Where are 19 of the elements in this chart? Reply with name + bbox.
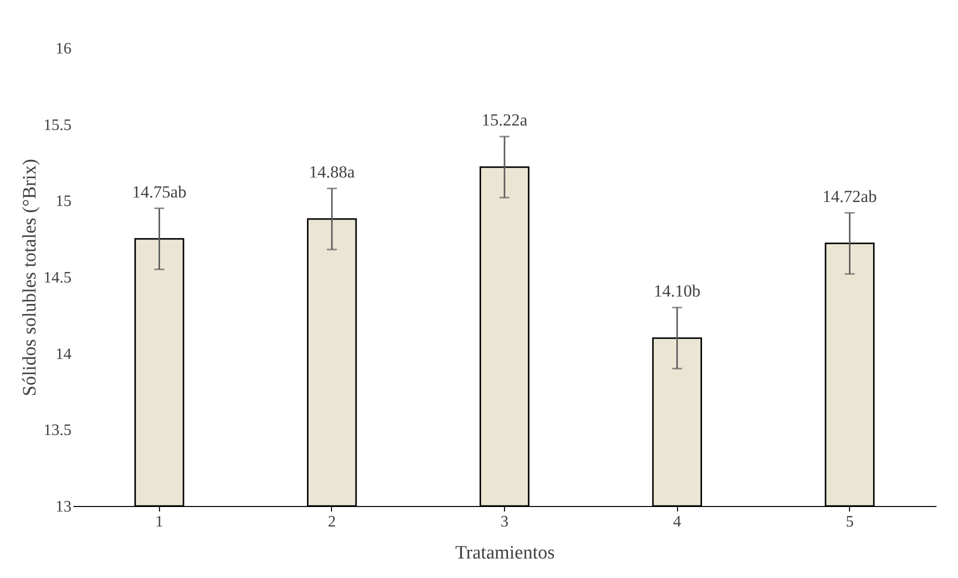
x-tick-label: 1 [155, 514, 164, 530]
x-tick-label: 5 [846, 514, 854, 530]
y-tick-label: 15 [56, 193, 72, 210]
y-tick-label: 13.5 [44, 422, 72, 440]
y-tick-label: 14.5 [44, 270, 72, 286]
x-tick-label: 2 [328, 514, 336, 530]
y-tick-label: 14 [56, 346, 72, 363]
y-axis-title: Sólidos solubles totales (°Brix) [20, 158, 40, 396]
y-tick-label: 13 [56, 498, 72, 516]
data-label: 14.10b [654, 282, 700, 301]
data-label: 15.22a [482, 110, 528, 130]
y-tick-label: 16 [56, 40, 72, 58]
data-label: 14.88a [309, 162, 356, 182]
x-tick-label: 3 [500, 514, 508, 530]
x-tick-label: 4 [673, 514, 682, 530]
y-tick-label: 15.5 [44, 116, 72, 134]
x-axis-title: Tratamientos [455, 542, 555, 564]
data-label: 14.72ab [822, 186, 877, 206]
data-label: 14.75ab [132, 182, 186, 202]
